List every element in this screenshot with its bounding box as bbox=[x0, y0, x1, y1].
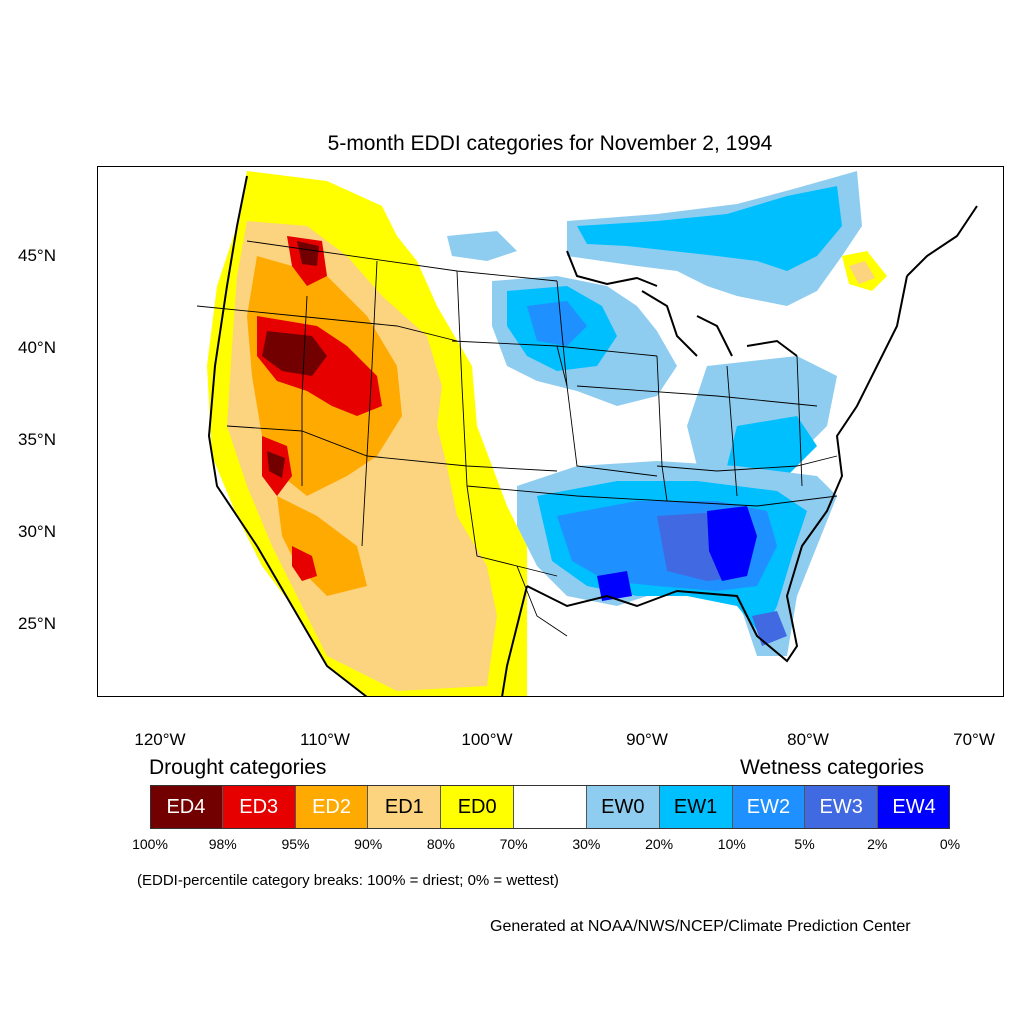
lat-label-40: 40°N bbox=[18, 338, 56, 357]
ed3-region-mexico bbox=[292, 546, 317, 581]
legend-break-label: 100% bbox=[132, 836, 168, 852]
legend-swatch-ed3: ED3 bbox=[222, 785, 296, 829]
credit-line: Generated at NOAA/NWS/NCEP/Climate Predi… bbox=[490, 918, 911, 935]
lon-label-80: 80°W bbox=[787, 730, 829, 749]
legend-swatch-ed2: ED2 bbox=[295, 785, 369, 829]
lat-label-45: 45°N bbox=[18, 246, 56, 265]
legend-swatch-ed0: ED0 bbox=[441, 785, 515, 829]
ed4-region-south bbox=[267, 451, 285, 478]
legend-break-label: 95% bbox=[281, 836, 310, 852]
legend-colorbar: ED4 ED3 ED2 ED1 ED0 EW0 EW1 EW2 EW3 EW4 bbox=[150, 785, 950, 829]
lat-label-35: 35°N bbox=[18, 430, 56, 449]
ed4-region bbox=[262, 331, 327, 376]
legend-swatch-ew0: EW0 bbox=[586, 785, 660, 829]
canada-wet-west bbox=[447, 231, 517, 261]
lat-label-25: 25°N bbox=[18, 614, 56, 633]
lon-label-90: 90°W bbox=[626, 730, 668, 749]
canada-wet-core bbox=[577, 186, 842, 271]
legend-break-label: 0% bbox=[939, 836, 961, 852]
legend-swatch-ew2: EW2 bbox=[732, 785, 806, 829]
legend-swatch-ed4: ED4 bbox=[150, 785, 223, 829]
legend-wetness-title: Wetness categories bbox=[740, 756, 925, 779]
legend-break-label: 20% bbox=[645, 836, 674, 852]
legend-break-label: 30% bbox=[572, 836, 601, 852]
lon-label-120: 120°W bbox=[134, 730, 186, 749]
legend-swatch-neutral bbox=[514, 785, 587, 829]
gulf-ew4 bbox=[597, 571, 632, 601]
legend-break-label: 80% bbox=[426, 836, 455, 852]
ed2-region-south bbox=[277, 496, 367, 596]
map-panel bbox=[97, 166, 1004, 697]
midwest-wet-ew2 bbox=[527, 301, 587, 346]
coastlines bbox=[207, 175, 978, 697]
lon-label-100: 100°W bbox=[461, 730, 513, 749]
map-title: 5-month EDDI categories for November 2, … bbox=[327, 132, 773, 155]
ed4-region-north bbox=[297, 241, 319, 266]
legend-break-label: 10% bbox=[717, 836, 746, 852]
legend-break-label: 70% bbox=[499, 836, 528, 852]
category-note: (EDDI-percentile category breaks: 100% =… bbox=[137, 872, 559, 889]
legend-swatch-ew1: EW1 bbox=[659, 785, 733, 829]
legend-break-label: 90% bbox=[354, 836, 383, 852]
legend-break-label: 2% bbox=[867, 836, 888, 852]
northeast-ed1 bbox=[849, 261, 875, 284]
southeast-ew4 bbox=[707, 506, 757, 581]
lon-label-110: 110°W bbox=[300, 730, 350, 749]
state-boundaries bbox=[196, 240, 838, 637]
legend-swatch-ed1: ED1 bbox=[368, 785, 442, 829]
legend-swatch-ew3: EW3 bbox=[805, 785, 879, 829]
legend-break-label: 98% bbox=[208, 836, 237, 852]
lat-label-30: 30°N bbox=[18, 522, 56, 541]
florida-ew3 bbox=[752, 611, 787, 646]
legend-break-label: 5% bbox=[794, 836, 815, 852]
legend-swatch-ew4: EW4 bbox=[878, 785, 950, 829]
lon-label-70: 70°W bbox=[953, 730, 995, 749]
legend-drought-title: Drought categories bbox=[149, 756, 327, 779]
